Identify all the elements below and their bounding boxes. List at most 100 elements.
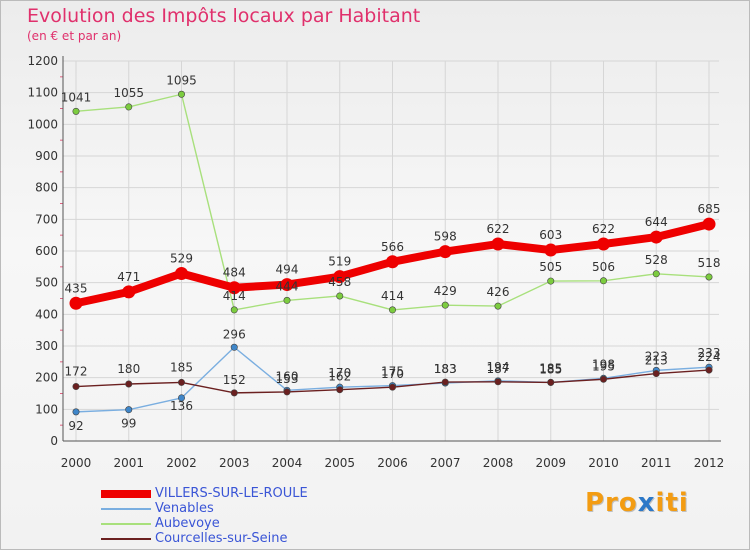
data-point-venables — [72, 408, 80, 416]
y-tick-label: 1100 — [27, 86, 58, 100]
data-label-villers: 529 — [170, 251, 193, 265]
logo-text-part1: Pro — [585, 488, 638, 518]
data-point-aubevoye — [125, 103, 133, 111]
x-tick-label: 2012 — [694, 456, 725, 470]
x-tick-label: 2009 — [535, 456, 566, 470]
data-point-courcelles — [599, 375, 607, 383]
data-point-courcelles — [72, 383, 80, 391]
data-label-courcelles: 195 — [592, 359, 615, 373]
data-point-courcelles — [125, 380, 133, 388]
chart-title: Evolution des Impôts locaux par Habitant — [27, 5, 421, 27]
data-label-villers: 622 — [487, 222, 510, 236]
data-label-venables: 99 — [121, 417, 136, 431]
data-label-venables: 92 — [68, 419, 83, 433]
data-point-villers — [597, 237, 610, 251]
data-label-courcelles: 187 — [487, 362, 510, 376]
data-label-courcelles: 180 — [117, 362, 140, 376]
data-point-aubevoye — [441, 301, 449, 309]
data-point-aubevoye — [230, 306, 238, 314]
data-label-venables: 160 — [276, 369, 299, 383]
data-label-villers: 519 — [328, 255, 351, 269]
data-point-venables — [230, 343, 238, 351]
data-label-venables: 170 — [328, 366, 351, 380]
data-label-aubevoye: 506 — [592, 260, 615, 274]
data-label-courcelles: 183 — [434, 362, 457, 376]
y-tick-label: 100 — [35, 402, 58, 416]
data-point-courcelles — [441, 378, 449, 386]
data-point-venables — [125, 406, 133, 414]
data-label-aubevoye: 414 — [223, 289, 246, 303]
data-point-courcelles — [705, 366, 713, 374]
y-tick-label: 400 — [35, 307, 58, 321]
x-tick-label: 2000 — [61, 456, 92, 470]
data-label-venables: 296 — [223, 327, 246, 341]
data-point-aubevoye — [388, 306, 396, 314]
x-tick-label: 2003 — [219, 456, 250, 470]
data-label-villers: 603 — [539, 228, 562, 242]
data-label-aubevoye: 458 — [328, 275, 351, 289]
data-point-villers — [227, 281, 241, 295]
legend-swatch — [101, 490, 151, 498]
data-label-venables: 194 — [487, 360, 510, 374]
data-point-villers — [544, 243, 558, 257]
x-tick-label: 2006 — [377, 456, 408, 470]
x-tick-label: 2005 — [324, 456, 355, 470]
data-label-courcelles: 162 — [328, 370, 351, 384]
logo-text-part2: x — [637, 488, 656, 518]
data-point-courcelles — [230, 389, 238, 397]
data-label-villers: 566 — [381, 240, 404, 254]
data-label-courcelles: 185 — [170, 360, 193, 374]
data-label-aubevoye: 528 — [645, 253, 668, 267]
legend-item-aubevoye: Aubevoye — [101, 516, 361, 532]
data-point-villers — [702, 217, 716, 231]
data-point-aubevoye — [283, 296, 291, 304]
legend-label: Venables — [155, 501, 214, 516]
y-tick-label: 1200 — [27, 54, 58, 68]
data-point-courcelles — [283, 388, 291, 396]
data-label-venables: 198 — [592, 357, 615, 371]
data-point-villers — [122, 285, 136, 299]
data-label-villers: 494 — [276, 263, 299, 277]
legend-swatch — [101, 538, 151, 540]
y-tick-label: 200 — [35, 371, 58, 385]
data-point-villers — [438, 245, 452, 259]
logo-text-part3: iti — [655, 488, 689, 518]
legend-item-courcelles: Courcelles-sur-Seine — [101, 531, 361, 547]
data-label-venables: 185 — [539, 361, 562, 375]
data-label-aubevoye: 1055 — [113, 86, 144, 100]
legend-swatch — [101, 508, 151, 510]
x-tick-label: 2004 — [272, 456, 303, 470]
y-tick-label: 700 — [35, 212, 58, 226]
data-label-aubevoye: 518 — [698, 256, 721, 270]
data-label-venables: 183 — [434, 362, 457, 376]
data-point-aubevoye — [705, 273, 713, 281]
y-tick-label: 1000 — [27, 117, 58, 131]
data-point-courcelles — [547, 378, 555, 386]
x-tick-label: 2001 — [113, 456, 144, 470]
x-tick-label: 2002 — [166, 456, 197, 470]
data-label-courcelles: 185 — [539, 362, 562, 376]
data-label-aubevoye: 505 — [539, 260, 562, 274]
x-tick-label: 2007 — [430, 456, 461, 470]
legend-label: Courcelles-sur-Seine — [155, 531, 288, 546]
data-label-villers: 471 — [117, 270, 140, 284]
data-label-aubevoye: 429 — [434, 284, 457, 298]
data-label-aubevoye: 1095 — [166, 73, 197, 87]
y-tick-label: 800 — [35, 181, 58, 195]
data-label-aubevoye: 444 — [276, 279, 299, 293]
data-point-courcelles — [336, 386, 344, 394]
x-tick-label: 2008 — [483, 456, 514, 470]
y-tick-label: 300 — [35, 339, 58, 353]
y-tick-label: 900 — [35, 149, 58, 163]
data-label-courcelles: 172 — [65, 365, 88, 379]
data-label-venables: 136 — [170, 399, 193, 413]
data-label-courcelles: 213 — [645, 354, 668, 368]
legend-label: Aubevoye — [155, 516, 220, 531]
data-point-courcelles — [652, 370, 660, 378]
data-label-villers: 644 — [645, 215, 668, 229]
data-label-aubevoye: 1041 — [61, 90, 92, 104]
data-label-villers: 622 — [592, 222, 615, 236]
data-label-courcelles: 170 — [381, 367, 404, 381]
data-point-aubevoye — [547, 277, 555, 285]
